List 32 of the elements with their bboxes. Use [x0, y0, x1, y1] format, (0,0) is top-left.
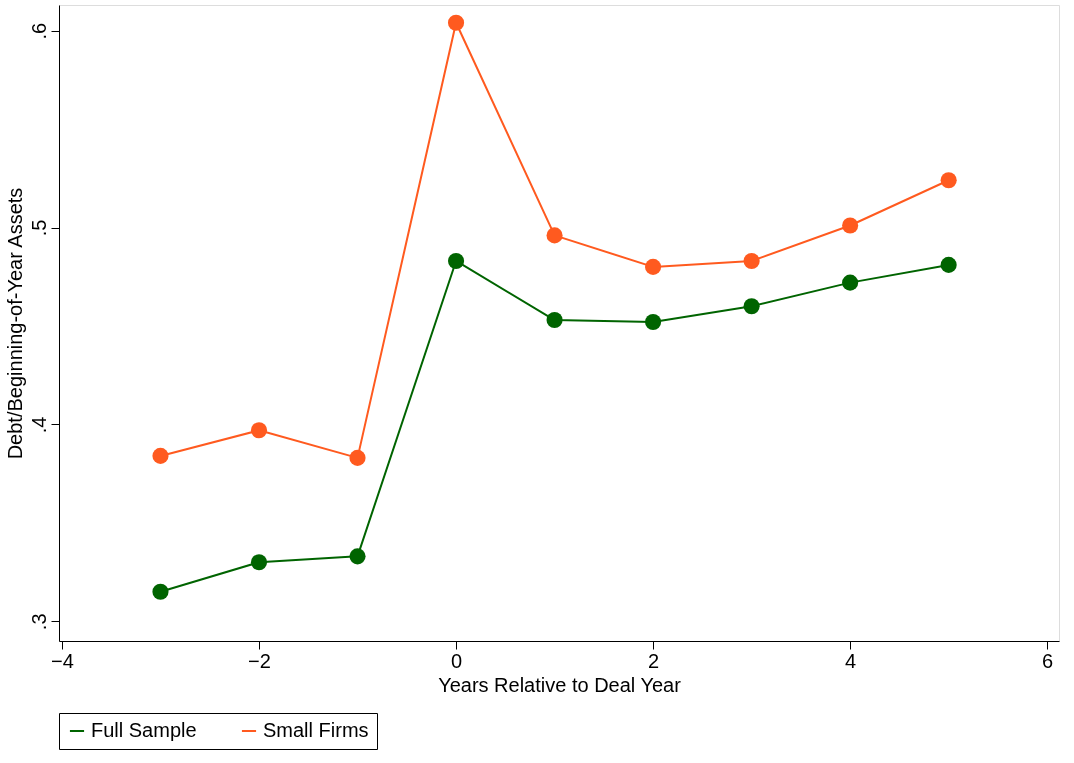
point	[842, 274, 859, 291]
x-axis-title: Years Relative to Deal Year	[438, 673, 682, 696]
y-tick-label: .4	[27, 416, 50, 434]
point	[842, 217, 859, 234]
point	[940, 256, 957, 273]
point	[152, 447, 169, 464]
x-tick-label: 0	[450, 649, 463, 672]
legend-label: Full Sample	[91, 719, 197, 741]
point	[546, 227, 563, 244]
point	[250, 554, 268, 571]
point	[447, 252, 465, 270]
y-tick-label: .3	[27, 613, 50, 631]
x-tick-label: 4	[845, 649, 857, 672]
point	[447, 14, 465, 31]
x-tick-label: −4	[51, 649, 74, 672]
y-tick-label: .6	[27, 22, 50, 40]
point	[349, 548, 366, 565]
point	[546, 312, 563, 329]
point	[940, 172, 957, 189]
point	[743, 298, 760, 315]
x-tick-label: −2	[248, 649, 271, 672]
point	[250, 422, 268, 439]
x-tick-label: 6	[1042, 649, 1054, 672]
x-tick-label: 2	[648, 649, 660, 672]
point	[152, 583, 169, 600]
y-tick-label: .5	[27, 219, 50, 237]
y-axis-title: Debt/Beginning-of-Year Assets	[3, 187, 26, 460]
legend-label: Small Firms	[263, 719, 369, 741]
point	[645, 258, 662, 275]
point	[743, 252, 760, 270]
point	[349, 449, 366, 466]
point	[645, 313, 662, 331]
